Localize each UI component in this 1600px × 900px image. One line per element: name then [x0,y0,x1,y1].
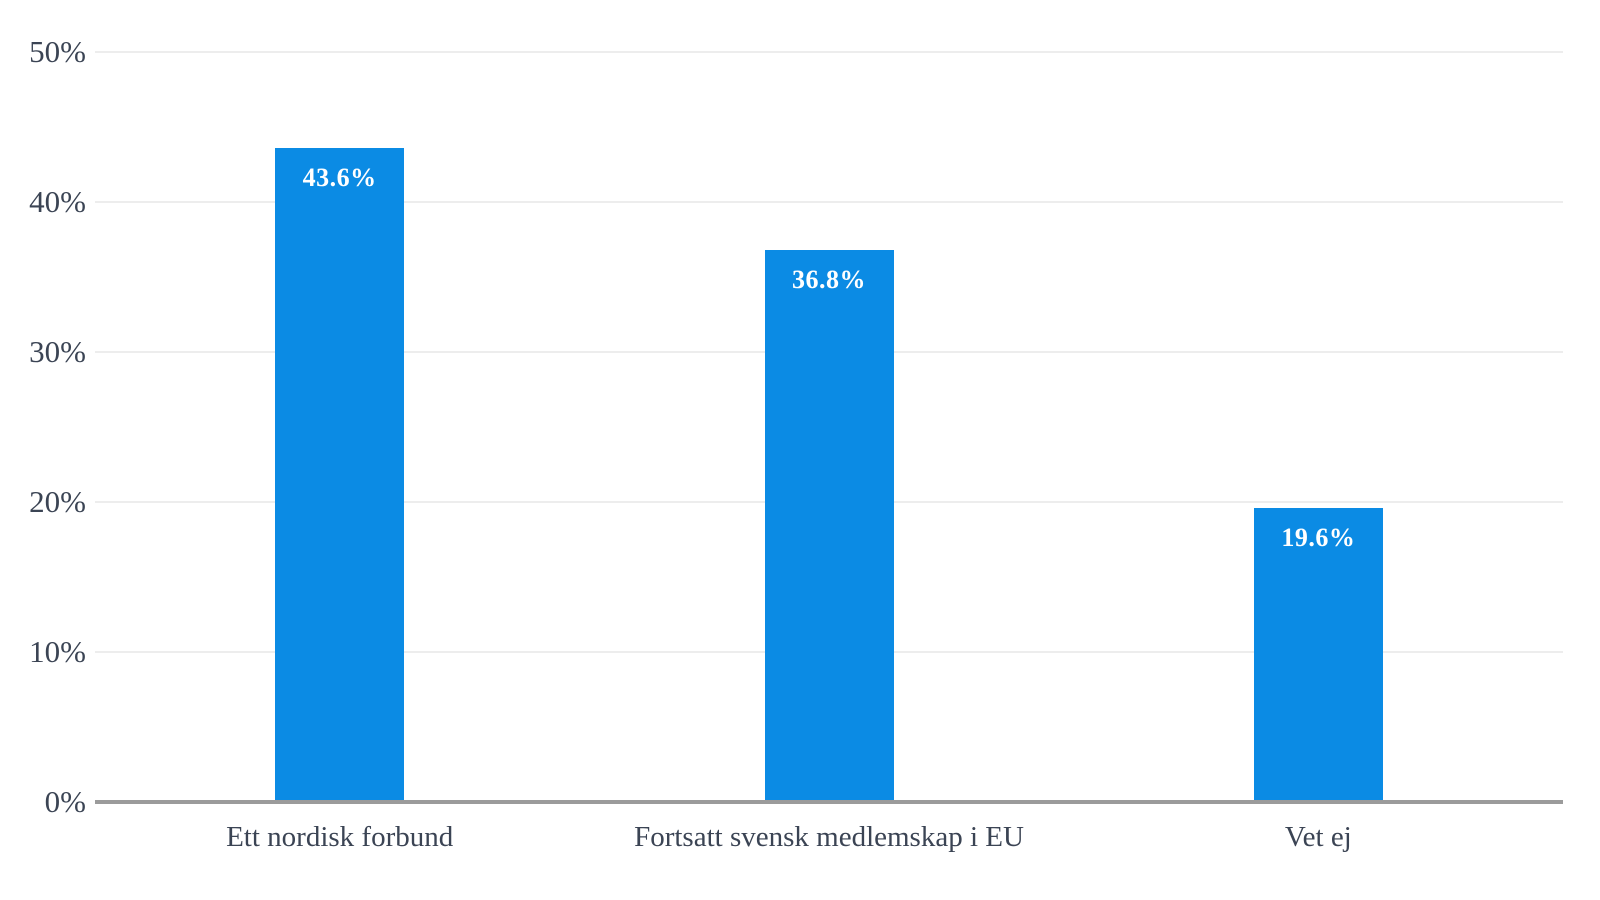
y-axis-tick-label: 50% [29,34,86,69]
bar-3 [1253,508,1383,802]
gridline-50-percent [95,51,1563,53]
y-axis-tick-label: 0% [44,784,86,819]
y-axis-tick-label: 10% [29,634,86,669]
y-axis-tick-label: 20% [29,484,86,519]
x-axis-line [95,800,1563,804]
x-category-label: Fortsatt svensk medlemskap i EU [634,821,1024,853]
x-category-label: Ett nordisk forbund [226,821,454,853]
bar-2 [764,250,894,802]
bar-value-label: 43.6% [302,163,377,192]
bar-value-label: 36.8% [792,265,866,294]
bar-1 [275,148,405,802]
gridline-40-percent [95,201,1563,203]
y-axis-tick-label: 30% [29,334,86,369]
bar-value-label: 19.6% [1281,523,1356,552]
y-axis-tick-label: 40% [29,184,86,219]
x-category-label: Vet ej [1284,821,1352,853]
